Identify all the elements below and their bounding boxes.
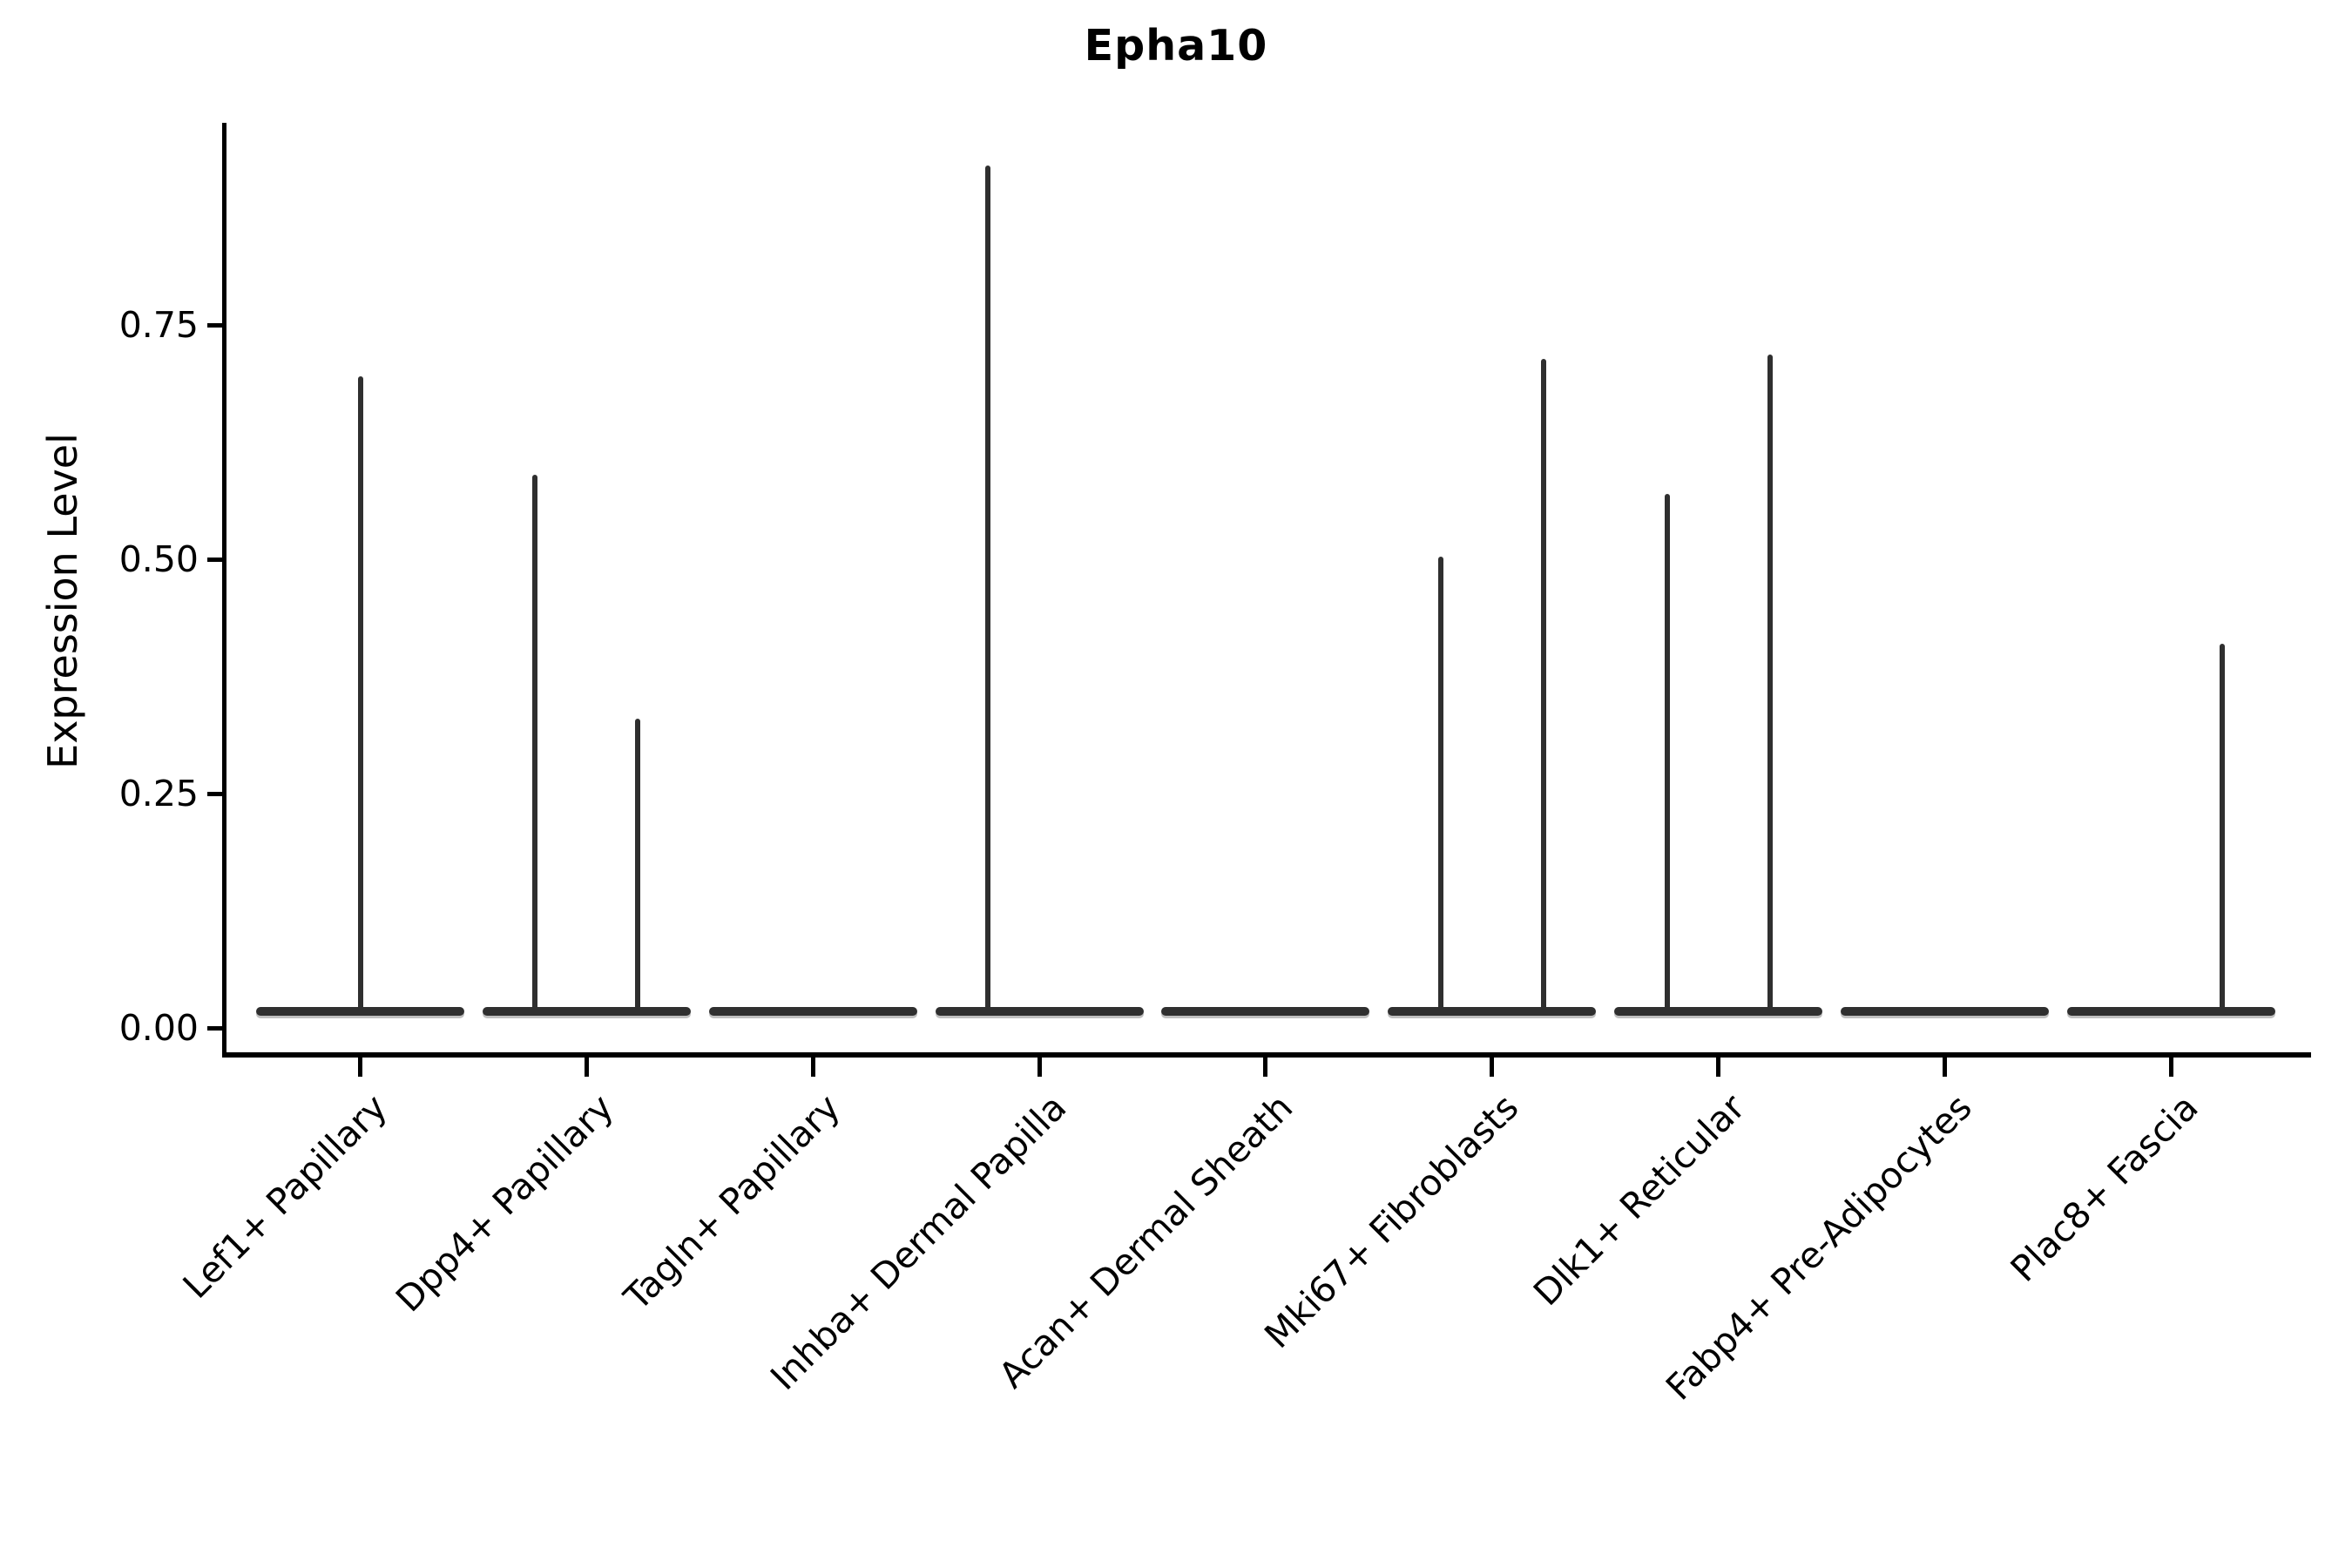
y-tick-label: 0.50 bbox=[118, 538, 199, 580]
violin-body bbox=[1840, 1007, 2049, 1016]
y-tick-label: 0.00 bbox=[118, 1007, 199, 1049]
y-tick-label: 0.75 bbox=[118, 304, 199, 346]
violin-spike bbox=[532, 475, 538, 1014]
x-tick-mark bbox=[1490, 1058, 1495, 1077]
violin-body bbox=[1388, 1007, 1597, 1016]
y-tick-mark bbox=[207, 791, 223, 796]
x-tick-label: Plac8+ Fascia bbox=[2002, 1086, 2207, 1290]
y-tick-label: 0.25 bbox=[118, 773, 199, 814]
violin-spike bbox=[985, 166, 991, 1014]
violin-body bbox=[1161, 1007, 1370, 1016]
x-tick-mark bbox=[1037, 1058, 1042, 1077]
violin-spike bbox=[635, 718, 641, 1014]
x-tick-mark bbox=[1716, 1058, 1721, 1077]
violin-spike bbox=[1767, 355, 1773, 1014]
violin-spike bbox=[1540, 358, 1546, 1014]
chart-title: Epha10 bbox=[1084, 21, 1268, 71]
y-axis-line bbox=[222, 123, 226, 1056]
violin-body bbox=[708, 1007, 917, 1016]
violin-body bbox=[482, 1007, 691, 1016]
violin-body bbox=[935, 1007, 1144, 1016]
y-tick-mark bbox=[207, 322, 223, 328]
violin-body bbox=[1614, 1007, 1823, 1016]
x-tick-label: Tagln+ Papillary bbox=[615, 1086, 848, 1319]
x-tick-mark bbox=[1263, 1058, 1268, 1077]
x-tick-mark bbox=[1942, 1058, 1947, 1077]
violin-spike bbox=[357, 376, 363, 1014]
x-tick-label: Dpp4+ Papillary bbox=[387, 1086, 622, 1321]
x-tick-label: Lef1+ Papillary bbox=[174, 1086, 395, 1307]
y-tick-mark bbox=[207, 557, 223, 562]
violin-spike bbox=[1437, 556, 1443, 1014]
x-tick-label: Mki67+ Fibroblasts bbox=[1256, 1086, 1527, 1357]
violin-spike bbox=[1664, 493, 1670, 1014]
x-axis-line bbox=[222, 1052, 2311, 1058]
violin-body bbox=[2066, 1007, 2275, 1016]
violin-spike bbox=[2220, 643, 2226, 1014]
y-axis-label: Expression Level bbox=[39, 433, 86, 769]
x-tick-mark bbox=[2168, 1058, 2173, 1077]
x-tick-mark bbox=[584, 1058, 589, 1077]
x-tick-label: Dlk1+ Reticular bbox=[1525, 1086, 1754, 1315]
x-tick-mark bbox=[810, 1058, 815, 1077]
y-tick-mark bbox=[207, 1025, 223, 1031]
x-tick-mark bbox=[358, 1058, 362, 1077]
